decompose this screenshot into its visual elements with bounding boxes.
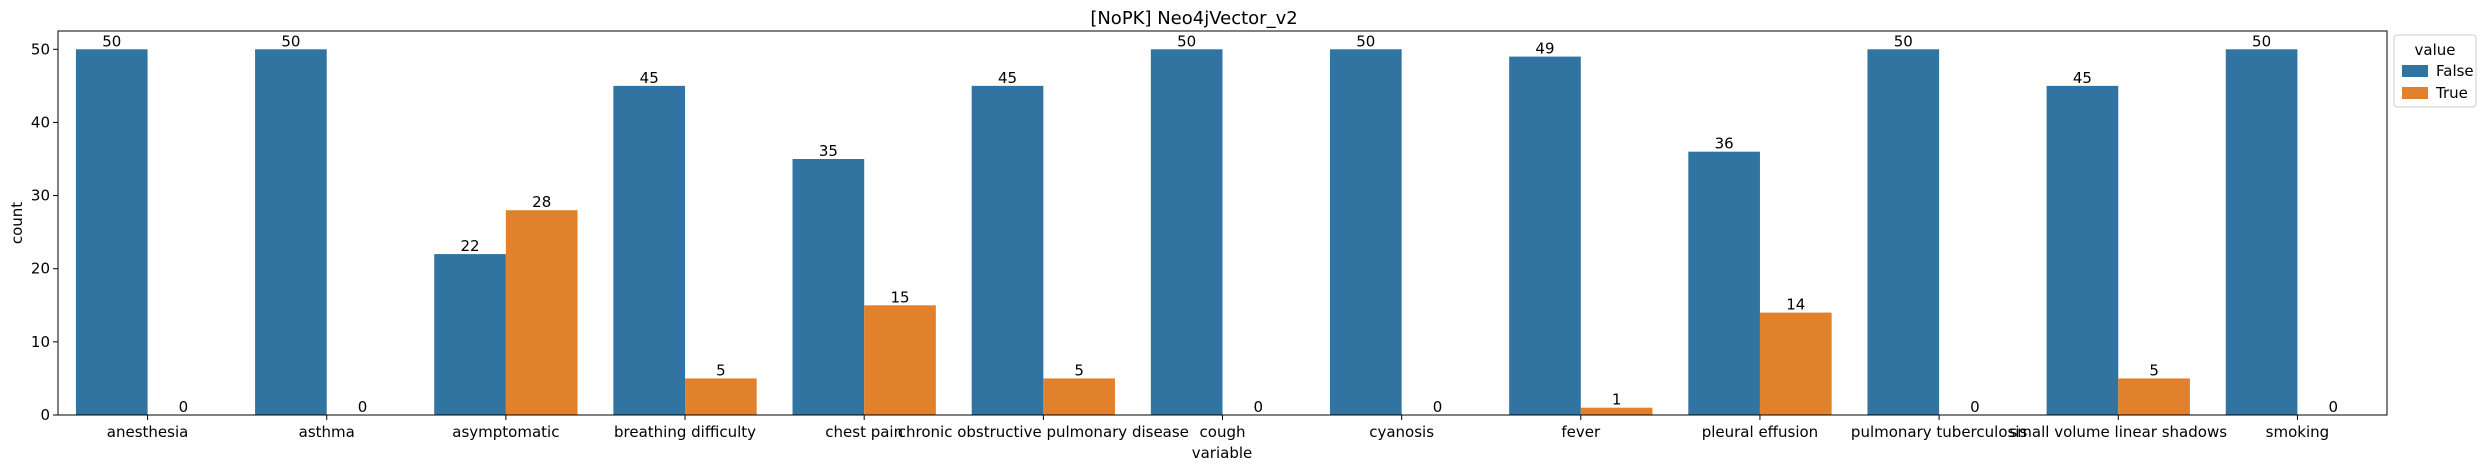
y-tick-label: 0 [40, 406, 50, 424]
bar-value-label: 50 [281, 32, 300, 50]
plot-frame [57, 30, 2388, 416]
bar-false [1509, 56, 1581, 415]
bar-true [1580, 407, 1653, 415]
bar-value-label: 5 [716, 361, 726, 379]
y-tick-label: 30 [31, 187, 50, 205]
bar-true [685, 378, 757, 415]
bar-true [1043, 378, 1116, 415]
bar-false [971, 85, 1044, 415]
y-tick-label: 40 [31, 113, 50, 131]
bar-value-label: 0 [1254, 398, 1264, 416]
bar-value-label: 35 [819, 142, 838, 160]
legend-label-true: True [2435, 84, 2468, 102]
bar-value-label: 0 [1970, 398, 1980, 416]
bar-value-label: 22 [461, 237, 480, 255]
x-axis-title: variable [1192, 444, 1253, 462]
bar-value-label: 45 [2073, 69, 2092, 87]
bar-true [864, 305, 936, 415]
x-tick-label: asymptomatic [452, 423, 559, 441]
bar-false [1329, 49, 1402, 416]
bar-value-label: 1 [1612, 391, 1622, 409]
y-tick-label: 10 [31, 333, 50, 351]
x-tick-label: smoking [2266, 423, 2330, 441]
bar-false [255, 49, 327, 416]
bar-value-label: 0 [2328, 398, 2338, 416]
x-tick-label: pulmonary tuberculosis [1851, 423, 2028, 441]
bar-value-label: 50 [1894, 32, 1913, 50]
x-tick-label: chest pain [825, 423, 903, 441]
bar-false [2046, 85, 2119, 415]
x-tick-label: anesthesia [107, 423, 189, 441]
bar-value-label: 50 [1356, 32, 1375, 50]
bar-value-label: 0 [1433, 398, 1443, 416]
bar-false [1867, 49, 1940, 416]
bar-false [2225, 49, 2298, 416]
bar-false [1688, 151, 1760, 415]
bar-false [613, 85, 686, 415]
chart-title: [NoPK] Neo4jVector_v2 [1090, 8, 1297, 29]
x-tick-label: asthma [299, 423, 355, 441]
bar-value-label: 0 [179, 398, 189, 416]
y-tick-label: 50 [31, 40, 50, 58]
x-tick-label: small volume linear shadows [2009, 423, 2227, 441]
bar-false [75, 49, 148, 416]
bar-value-label: 5 [2149, 361, 2159, 379]
bar-value-label: 5 [1074, 361, 1084, 379]
y-axis-title: count [8, 202, 26, 244]
bar-value-label: 49 [1535, 40, 1554, 58]
legend: value False True [2393, 34, 2477, 108]
legend-swatch-true [2402, 87, 2428, 99]
bar-true [505, 210, 578, 415]
legend-title: value [2415, 41, 2456, 59]
x-tick-label: chronic obstructive pulmonary disease [898, 423, 1189, 441]
bar-value-label: 45 [640, 69, 659, 87]
x-tick-label: cough [1200, 423, 1246, 441]
bar-value-label: 0 [358, 398, 368, 416]
bar-value-label: 28 [532, 193, 551, 211]
bar-true [1759, 312, 1832, 415]
bar-false [1150, 49, 1223, 416]
bar-value-label: 14 [1786, 296, 1805, 314]
bar-value-label: 50 [1177, 32, 1196, 50]
x-tick-label: fever [1561, 423, 1601, 441]
bar-value-label: 45 [998, 69, 1017, 87]
bar-false [434, 254, 506, 415]
bar-true [2118, 378, 2190, 415]
legend-label-false: False [2436, 62, 2474, 80]
bar-false [792, 159, 865, 415]
x-tick-label: breathing difficulty [614, 423, 756, 441]
legend-swatch-false [2402, 65, 2428, 77]
bar-value-label: 15 [890, 288, 909, 306]
bar-value-label: 50 [102, 32, 121, 50]
y-tick-label: 20 [31, 260, 50, 278]
x-tick-label: cyanosis [1369, 423, 1434, 441]
bar-value-label: 36 [1715, 135, 1734, 153]
x-tick-label: pleural effusion [1702, 423, 1818, 441]
bar-value-label: 50 [2252, 32, 2271, 50]
